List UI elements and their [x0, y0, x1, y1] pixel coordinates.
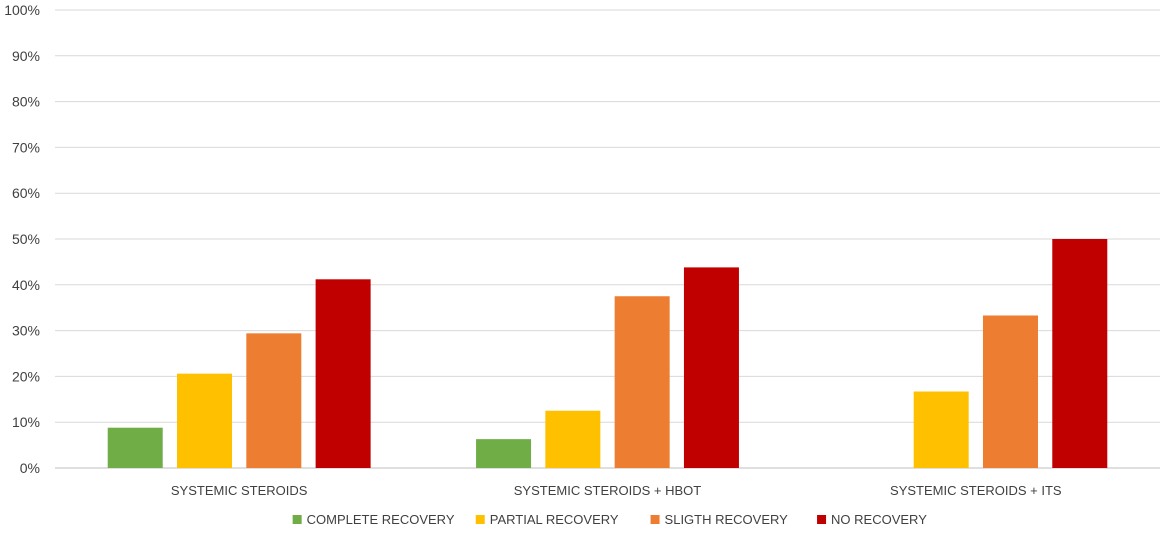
x-category-label: SYSTEMIC STEROIDS + HBOT	[514, 483, 702, 498]
bar	[107, 427, 163, 468]
y-tick-label: 90%	[12, 48, 40, 64]
legend-label: NO RECOVERY	[831, 512, 927, 527]
bars	[107, 239, 1108, 468]
bar	[545, 410, 601, 468]
y-tick-label: 70%	[12, 139, 40, 155]
legend: COMPLETE RECOVERY PARTIAL RECOVERY SLIGTH …	[292, 512, 927, 527]
legend-swatch	[475, 515, 485, 524]
y-tick-label: 60%	[12, 185, 40, 201]
y-tick-label: 50%	[12, 231, 40, 247]
y-tick-label: 100%	[4, 2, 40, 18]
x-category-label: SYSTEMIC STEROIDS + ITS	[890, 483, 1062, 498]
legend-swatch	[817, 515, 827, 524]
bar	[1052, 239, 1108, 468]
bar	[982, 315, 1038, 468]
bar	[913, 391, 969, 468]
y-tick-label: 40%	[12, 277, 40, 293]
y-tick-label: 20%	[12, 368, 40, 384]
gridlines	[55, 9, 1160, 469]
legend-label: SLIGTH RECOVERY	[665, 512, 789, 527]
legend-label: PARTIAL RECOVERY	[490, 512, 619, 527]
bar	[614, 296, 670, 468]
legend-label: COMPLETE RECOVERY	[307, 512, 455, 527]
x-category-label: SYSTEMIC STEROIDS	[171, 483, 308, 498]
bar	[476, 439, 532, 468]
x-axis-categories: SYSTEMIC STEROIDS SYSTEMIC STEROIDS + HBO…	[171, 483, 1062, 498]
bar	[315, 279, 371, 468]
y-axis-ticks: 0% 10% 20% 30% 40% 50% 60% 70% 80% 90% 100%	[4, 2, 40, 476]
legend-swatch	[292, 515, 302, 524]
bar	[246, 333, 302, 468]
bar	[177, 373, 233, 468]
legend-swatch	[650, 515, 660, 524]
y-tick-label: 10%	[12, 414, 40, 430]
y-tick-label: 30%	[12, 323, 40, 339]
bar	[683, 267, 739, 468]
y-tick-label: 80%	[12, 94, 40, 110]
y-tick-label: 0%	[20, 460, 40, 476]
